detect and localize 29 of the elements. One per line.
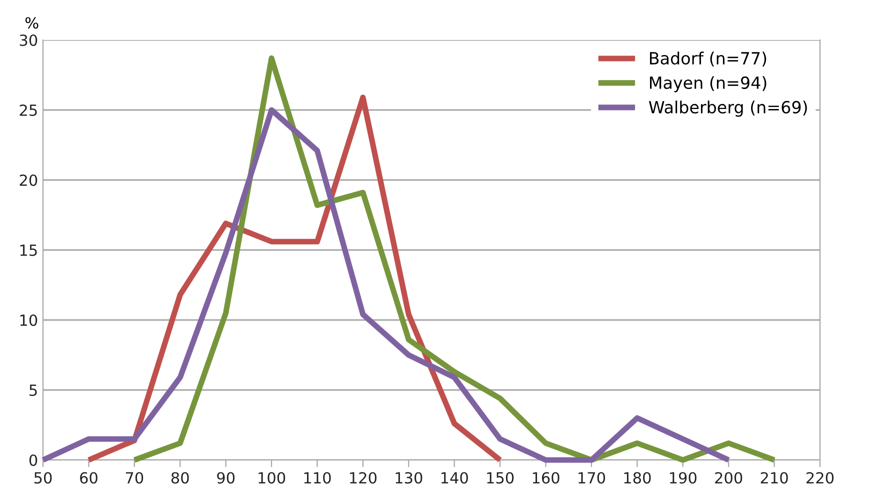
y-tick-label: 10 (20, 314, 38, 326)
x-tick-label: 60 (80, 472, 98, 484)
x-tick-label: 100 (258, 472, 286, 484)
x-tick-label: 140 (441, 472, 468, 484)
y-tick-label: 25 (20, 104, 37, 116)
x-tick-label: 90 (217, 472, 235, 484)
x-tick-label: 220 (806, 472, 834, 484)
x-tick-label: 170 (578, 472, 606, 484)
legend-label: Walberberg (n=69) (648, 100, 807, 117)
x-tick-label: 120 (350, 472, 377, 484)
x-tick-label: 190 (670, 472, 696, 484)
x-tick-label: 160 (532, 472, 560, 484)
y-tick-label: 15 (20, 244, 37, 256)
x-tick-label: 80 (171, 472, 189, 484)
legend-label: Badorf (n=77) (650, 52, 766, 67)
x-tick-label: 200 (715, 472, 742, 484)
y-axis-title: % (25, 17, 38, 29)
x-tick-label: 150 (487, 472, 514, 484)
x-tick-label: 50 (34, 472, 52, 484)
x-tick-label: 110 (304, 472, 331, 484)
x-tick-label: 130 (396, 472, 422, 484)
x-tick-label: 210 (760, 472, 788, 484)
y-tick-label: 0 (29, 454, 38, 466)
y-tick-label: 5 (30, 384, 37, 396)
y-tick-label: 30 (20, 34, 38, 46)
y-tick-label: 20 (20, 174, 38, 186)
x-tick-label: 70 (126, 472, 144, 484)
x-tick-label: 180 (624, 472, 651, 484)
legend-label: Mayen (n=94) (650, 76, 766, 92)
